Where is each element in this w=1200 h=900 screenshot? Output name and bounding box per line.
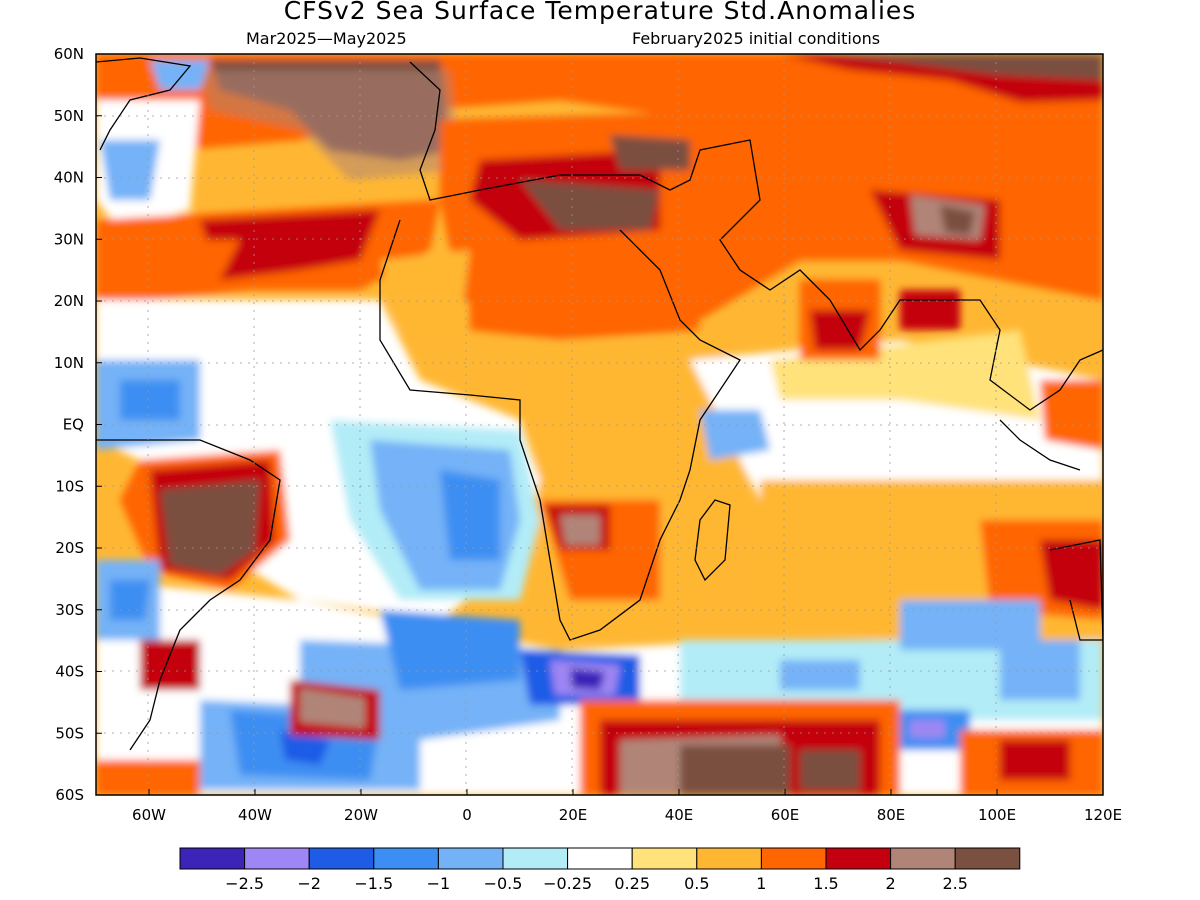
colorbar-label: −0.5 [484,874,523,893]
colorbar-label: 1.5 [813,874,838,893]
lat-tick-label: 20N [54,292,84,310]
lat-tick-label: 50S [55,724,84,742]
colorbar-label: −1.5 [354,874,393,893]
colorbar-label: 2 [886,874,896,893]
lon-tick-label: 0 [462,806,472,824]
lat-tick-label: 60S [55,786,84,804]
lat-tick-label: EQ [63,416,84,434]
lon-tick-label: 20E [559,806,588,824]
grid-lines [96,54,1103,795]
colorbar-swatch [502,847,569,870]
colorbar-label: 0.5 [684,874,709,893]
coast-madagascar [694,499,731,582]
coast-north-america [96,57,192,151]
lat-tick-label: 50N [54,107,84,125]
lat-tick-label: 40S [55,663,84,681]
coast-south-america [96,439,281,751]
coast-australia [1049,539,1103,641]
plot-area [96,54,1103,795]
lon-tick-label: 80E [877,806,906,824]
anomaly-field [96,54,1103,795]
colorbar-swatch [696,847,762,870]
colorbar-swatch [825,847,892,870]
lon-tick-label: 120E [1084,806,1122,824]
lon-tick-label: 20W [344,806,378,824]
lat-tick-label: 10S [55,477,84,495]
forecast-period: Mar2025—May2025 [246,29,407,48]
colorbar-swatch [244,847,310,870]
lon-axis: 60W 40W 20W 0 20E 40E 60E 80E 100E 120E [132,789,1122,824]
coastlines [96,57,1103,751]
lat-tick-label: 30S [55,601,84,619]
colorbar-swatch [308,847,375,870]
colorbar-label: −2 [297,874,321,893]
colorbar: −2.5 −2 −1.5 −1 −0.5 −0.25 0.25 0.5 1 1.5 2 2.5 [179,847,1021,893]
lon-tick-label: 60W [132,806,166,824]
coast-indonesia [999,419,1081,471]
chart-title: CFSv2 Sea Surface Temperature Std.Anomal… [283,0,917,25]
colorbar-label: −2.5 [225,874,264,893]
colorbar-label: 0.25 [614,874,650,893]
colorbar-swatch [760,847,827,870]
colorbar-label: 2.5 [942,874,967,893]
lat-tick-label: 20S [55,539,84,557]
lat-tick-label: 60N [54,45,84,63]
colorbar-label: −1 [427,874,451,893]
colorbar-swatch [179,847,246,870]
lat-tick-label: 10N [54,354,84,372]
coast-eurasia [409,61,1103,411]
colorbar-swatch [373,847,439,870]
coast-africa [379,219,741,641]
lat-tick-label: 40N [54,169,84,187]
lon-tick-label: 60E [771,806,800,824]
lon-tick-label: 40E [665,806,694,824]
colorbar-label: 1 [756,874,766,893]
lat-axis: 60N 50N 40N 30N 20N 10N EQ 10S 20S 30S 40S 50S 60S [54,45,102,804]
colorbar-swatch [437,847,504,870]
lon-tick-label: 40W [238,806,272,824]
colorbar-swatch [954,847,1021,870]
lon-tick-label: 100E [978,806,1016,824]
colorbar-label: −0.25 [543,874,592,893]
colorbar-swatch [567,847,633,870]
lat-tick-label: 30N [54,230,84,248]
initial-conditions: February2025 initial conditions [632,29,881,48]
colorbar-swatch [890,847,956,870]
colorbar-swatch [631,847,698,870]
